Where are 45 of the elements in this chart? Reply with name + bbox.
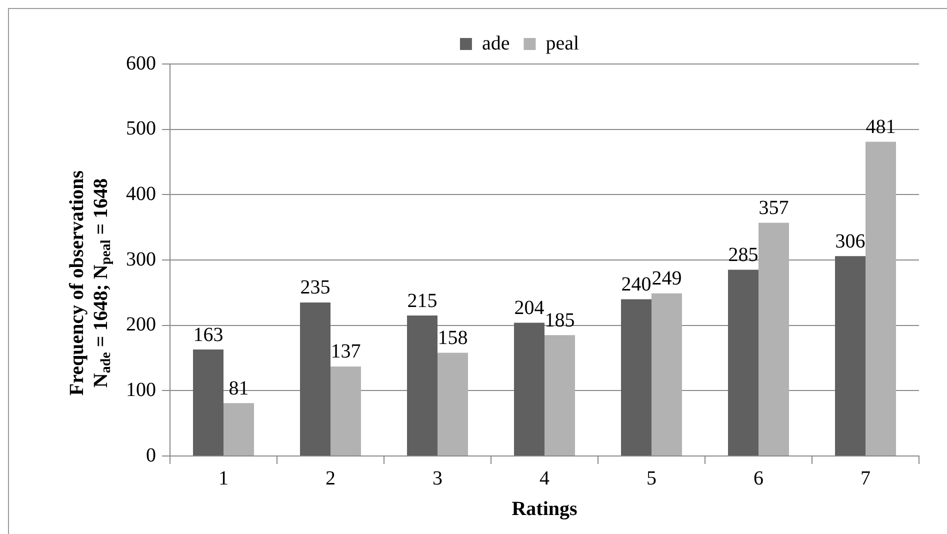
y-tick-label: 300: [126, 248, 156, 270]
data-label: 306: [835, 230, 866, 252]
data-label: 249: [652, 268, 682, 290]
bar: [193, 350, 224, 456]
data-label: 158: [438, 327, 468, 350]
bar: [300, 302, 330, 456]
bar: [758, 222, 789, 456]
data-label: 357: [758, 197, 789, 220]
legend-label: peal: [546, 32, 580, 54]
x-tick-label: 2: [326, 467, 336, 490]
data-label: 285: [728, 244, 758, 266]
data-label: 235: [300, 276, 330, 299]
bar: [330, 366, 361, 456]
x-tick-label: 3: [432, 467, 442, 490]
y-tick-label: 400: [126, 182, 156, 205]
bar: [835, 256, 866, 456]
y-tick-label: 100: [126, 378, 156, 401]
data-label: 204: [514, 296, 544, 319]
bar: [407, 316, 438, 456]
bar: [728, 270, 758, 456]
data-label: 215: [407, 290, 438, 312]
y-tick-label: 200: [126, 314, 156, 336]
legend-label: ade: [482, 32, 510, 54]
bar: [866, 142, 896, 456]
data-label: 81: [228, 377, 249, 400]
x-tick-label: 5: [646, 467, 656, 490]
bar: [514, 322, 544, 456]
data-label: 481: [866, 116, 896, 138]
y-tick-label: 0: [146, 444, 156, 466]
x-tick-label: 7: [860, 467, 870, 490]
data-label: 240: [621, 273, 652, 296]
x-tick-label: 6: [754, 467, 764, 490]
data-label: 163: [193, 324, 224, 346]
bar: [621, 299, 652, 456]
bar: [544, 335, 575, 456]
x-axis-title: Ratings: [512, 498, 578, 520]
data-label: 137: [330, 340, 361, 363]
bar: [652, 293, 682, 456]
x-tick-label: 4: [540, 467, 550, 490]
bar: [224, 403, 254, 456]
bar: [438, 352, 468, 456]
x-tick-label: 1: [218, 467, 228, 490]
y-tick-label: 600: [126, 52, 156, 74]
data-label: 185: [544, 309, 575, 332]
y-tick-label: 500: [126, 118, 156, 140]
